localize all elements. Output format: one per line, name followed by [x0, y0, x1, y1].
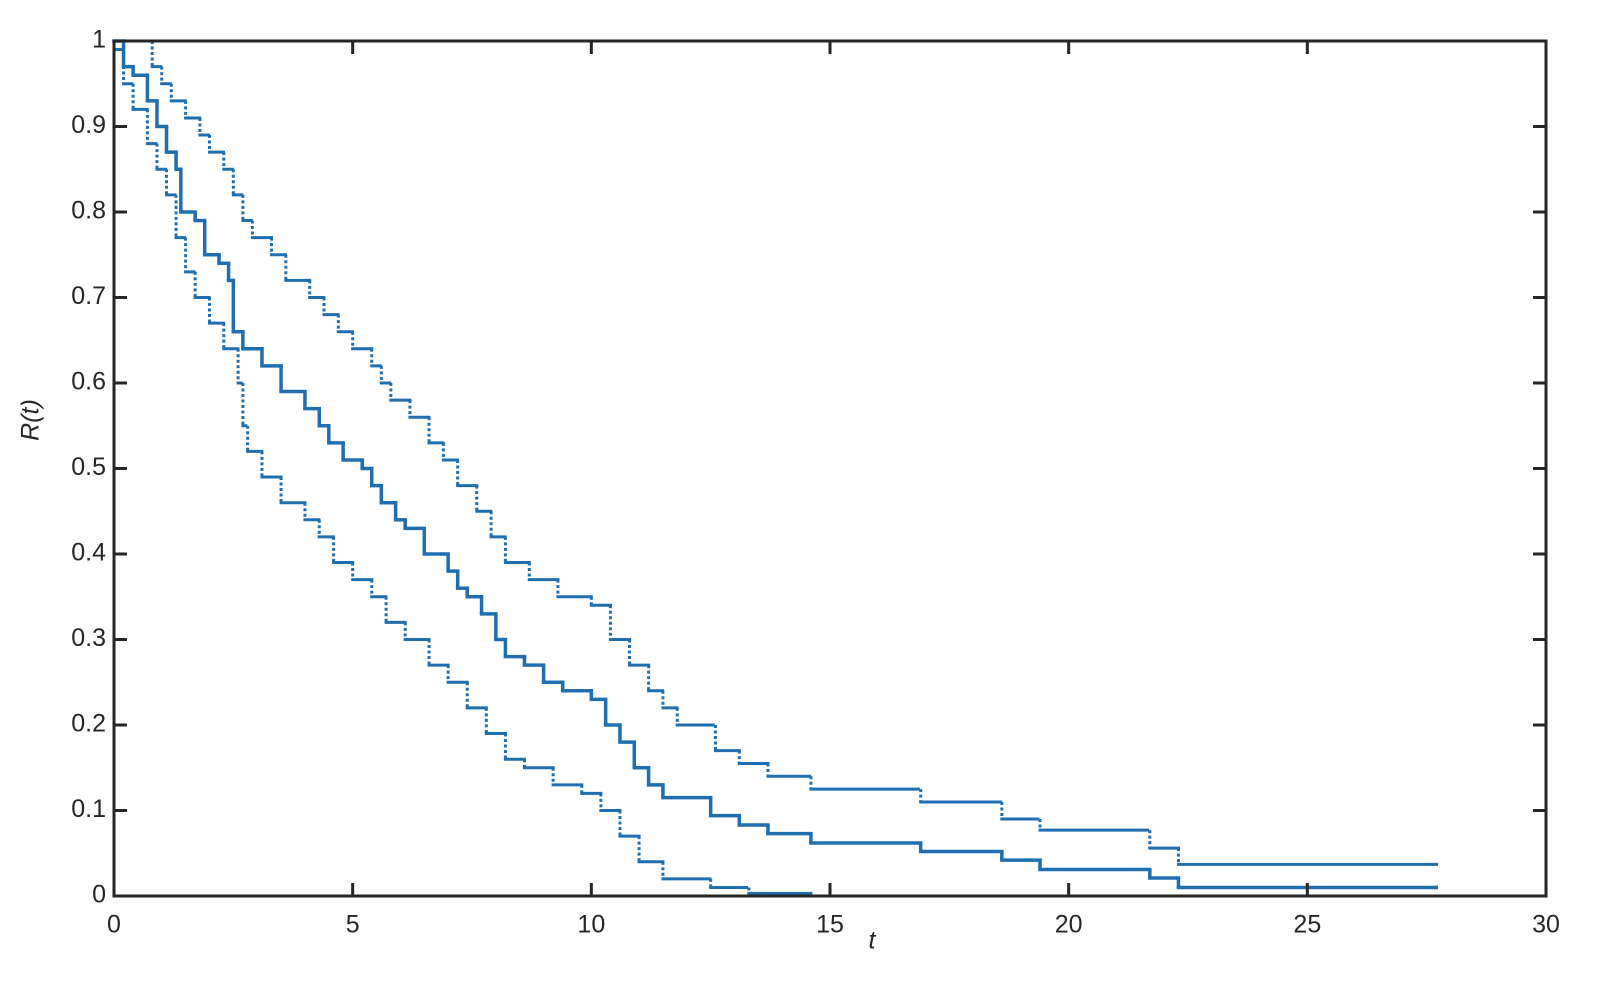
- y-tick-label: 0.3: [71, 624, 106, 652]
- y-tick-label: 0.1: [71, 795, 106, 823]
- x-tick-label: 0: [107, 911, 121, 939]
- x-tick-label: 10: [577, 911, 605, 939]
- y-tick-label: 0.6: [71, 368, 106, 396]
- x-tick-label: 25: [1293, 911, 1321, 939]
- y-tick-label: 0: [92, 881, 106, 909]
- x-tick-label: 30: [1532, 911, 1560, 939]
- y-tick-label: 1: [92, 26, 106, 54]
- y-tick-label: 0.5: [71, 453, 106, 481]
- x-axis-label: t: [869, 927, 877, 955]
- x-tick-label: 20: [1055, 911, 1083, 939]
- y-tick-label: 0.2: [71, 710, 106, 738]
- y-tick-label: 0.4: [71, 539, 106, 567]
- x-tick-label: 5: [346, 911, 360, 939]
- y-tick-label: 0.9: [71, 111, 106, 139]
- y-axis-label: R(t): [17, 399, 45, 441]
- x-tick-label: 15: [816, 911, 844, 939]
- plot-frame: [112, 39, 1548, 898]
- y-tick-label: 0.8: [71, 197, 106, 225]
- y-tick-label: 0.7: [71, 282, 106, 310]
